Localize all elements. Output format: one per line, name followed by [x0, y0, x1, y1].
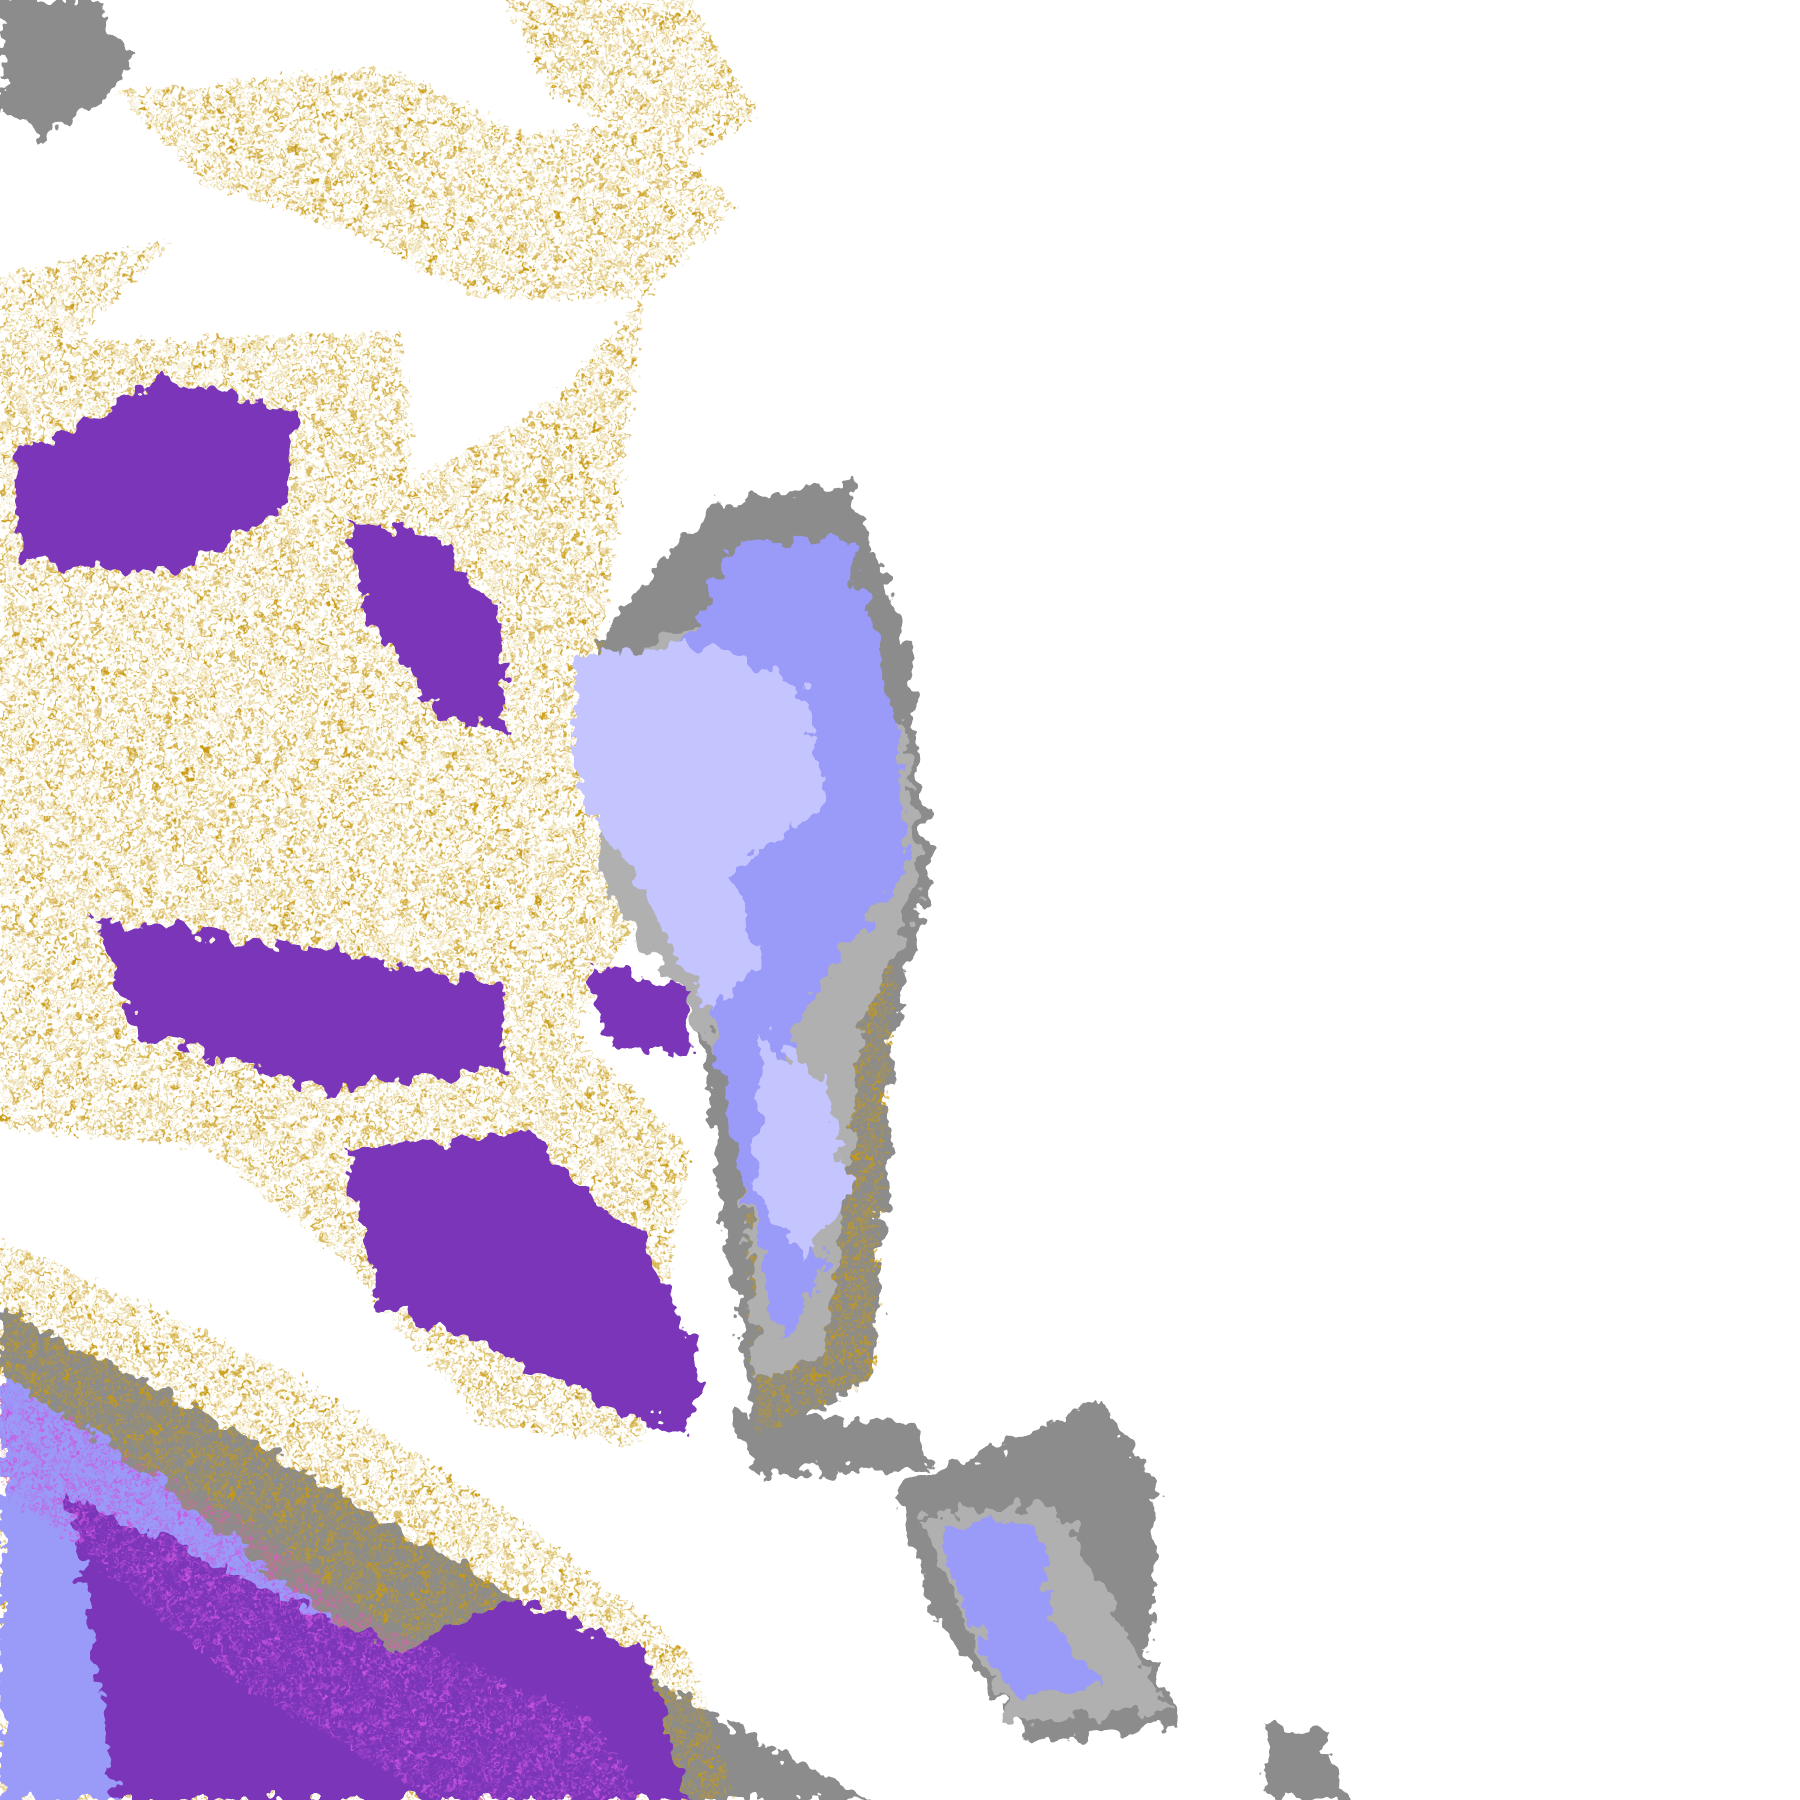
- gray-patch: [1262, 1721, 1349, 1800]
- lavender-region: [757, 1033, 850, 1263]
- purple-region: [344, 1136, 701, 1435]
- periwinkle-region: [941, 1515, 1103, 1699]
- gold-region: [0, 241, 173, 345]
- gray-patch: [734, 1411, 930, 1476]
- gold-region: [114, 68, 735, 299]
- purple-region: [585, 964, 689, 1057]
- lavender-class-region: [573, 642, 850, 1263]
- magenta-class-region: [0, 1377, 643, 1800]
- gold-region: [505, 0, 758, 161]
- magenta-region: [0, 1377, 643, 1800]
- purple-region: [91, 918, 506, 1091]
- purple-region: [344, 516, 506, 735]
- gray-patch: [0, 0, 138, 138]
- purple-region: [11, 378, 299, 574]
- lavender-region: [573, 642, 827, 1011]
